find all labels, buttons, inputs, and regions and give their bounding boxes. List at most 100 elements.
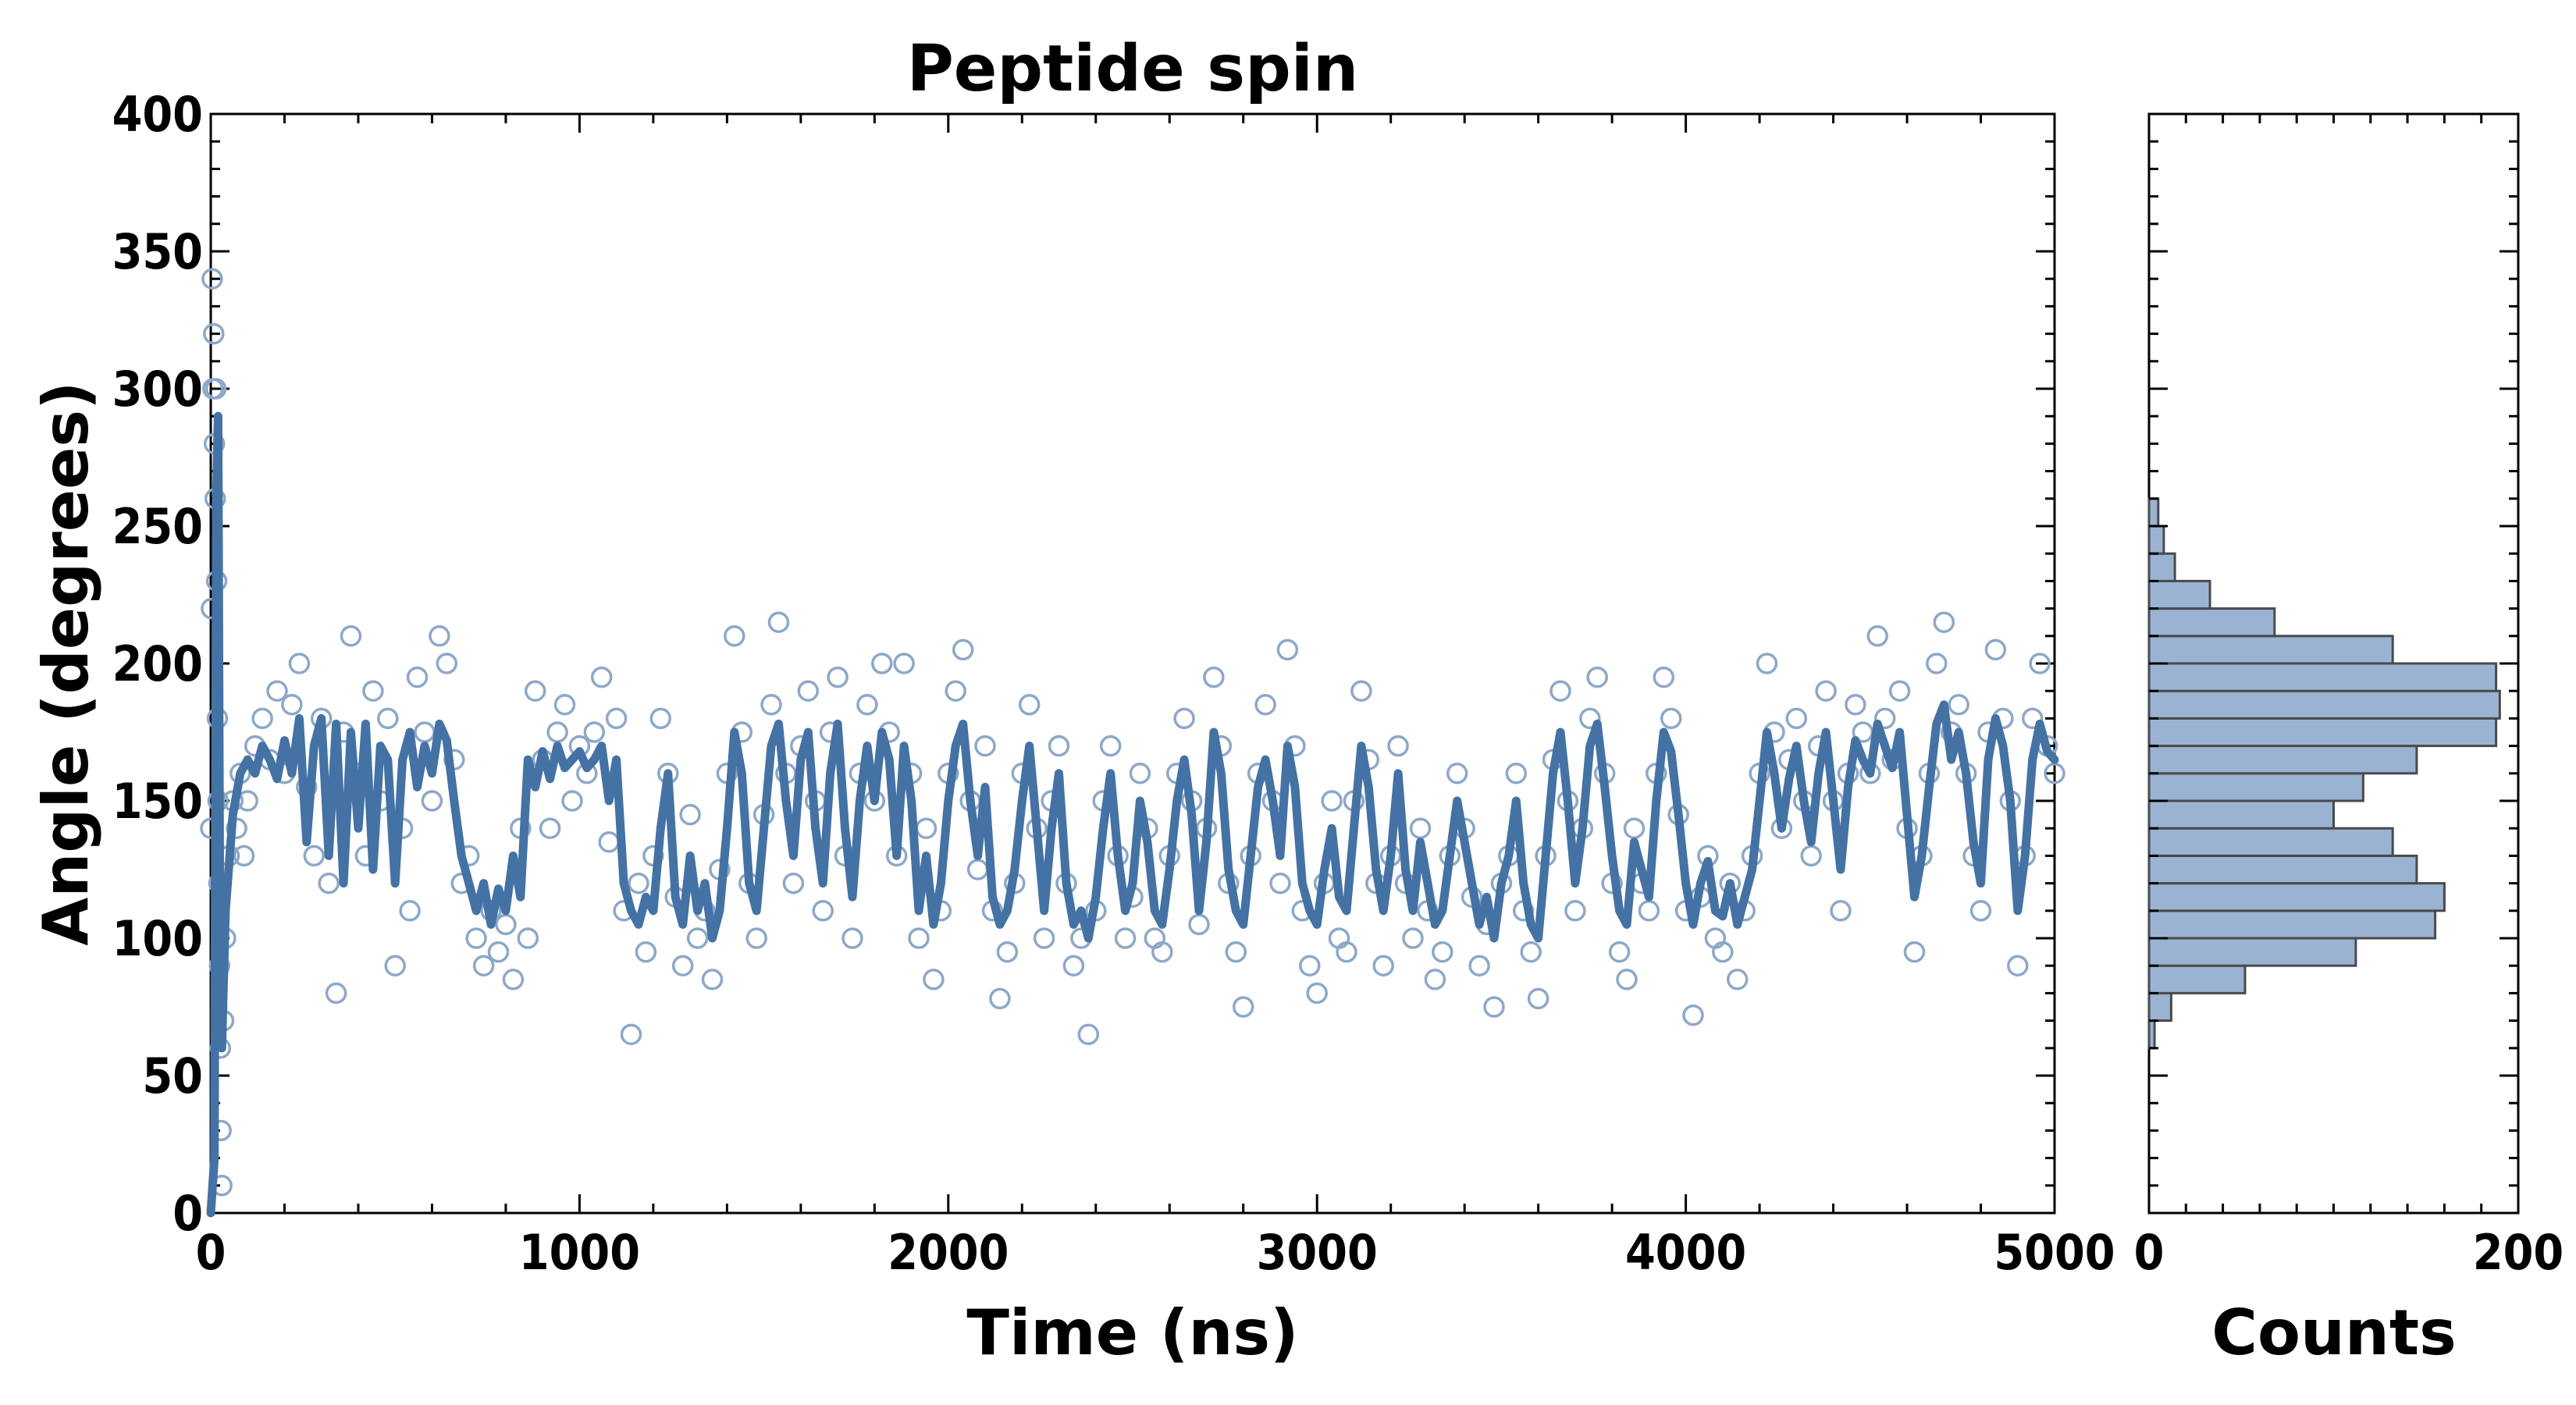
data-point: [841, 927, 863, 949]
data-point: [908, 927, 930, 949]
data-point: [406, 666, 429, 688]
y-tick-label: 0: [173, 1185, 203, 1242]
data-point: [1969, 900, 1992, 922]
data-point: [1387, 735, 1409, 757]
data-point: [1505, 763, 1528, 784]
data-point: [2007, 955, 2029, 976]
data-point: [429, 625, 450, 647]
histogram-ticks: [2147, 112, 2520, 1215]
data-point: [1638, 900, 1660, 922]
data-point: [1564, 900, 1586, 922]
data-point: [1948, 694, 1969, 716]
data-point: [1048, 735, 1070, 757]
data-point: [952, 638, 974, 661]
data-point: [495, 913, 517, 936]
data-point: [288, 653, 311, 674]
data-point: [1520, 941, 1542, 963]
data-point: [340, 625, 362, 647]
data-point: [1660, 707, 1682, 730]
chart-title: Peptide spin: [907, 32, 1359, 106]
data-point: [724, 625, 745, 647]
data-point: [524, 680, 546, 702]
data-point: [281, 694, 303, 716]
histogram-bar: [2147, 1019, 2156, 1050]
data-point: [1800, 845, 1822, 867]
histogram-bar: [2147, 827, 2394, 857]
histogram-bar: [2147, 525, 2165, 555]
data-point: [1225, 941, 1247, 963]
data-point: [1527, 987, 1550, 1010]
y-tick-label: 50: [142, 1048, 203, 1104]
data-point: [377, 707, 399, 730]
histogram-bar: [2147, 689, 2501, 720]
data-point: [590, 666, 613, 688]
x-tick-label: 0: [196, 1224, 226, 1281]
x-tick-label: 4000: [1625, 1224, 1746, 1281]
data-point: [502, 969, 525, 991]
y-axis-label: Angle (degrees): [30, 381, 102, 945]
data-point: [996, 941, 1019, 963]
data-point: [2029, 653, 2051, 674]
histogram-x-tick-label: 200: [2473, 1224, 2564, 1281]
histogram-bar: [2147, 579, 2211, 610]
data-point: [472, 955, 495, 976]
x-tick-label: 2000: [888, 1224, 1009, 1281]
y-tick-label: 200: [112, 635, 203, 692]
data-point: [233, 845, 255, 867]
y-tick-labels: 0 50 100 150 200 250 300 350 400: [112, 86, 203, 1242]
data-point: [205, 378, 227, 400]
data-point: [1299, 955, 1321, 976]
x-tick-label: 1000: [519, 1224, 640, 1281]
data-point: [1129, 763, 1151, 784]
data-point: [546, 721, 568, 743]
data-point: [1336, 941, 1357, 963]
data-point: [553, 694, 576, 716]
data-point: [539, 817, 561, 839]
data-point: [318, 872, 340, 895]
data-point: [561, 790, 583, 812]
data-point: [989, 987, 1011, 1010]
data-point: [1483, 996, 1505, 1018]
x-tick-label: 3000: [1257, 1224, 1378, 1281]
histogram-bar: [2147, 607, 2276, 638]
data-point: [1254, 694, 1276, 716]
histogram-bar: [2147, 745, 2418, 775]
data-point: [620, 1023, 642, 1045]
histogram-bar: [2147, 964, 2247, 994]
histogram-bar: [2147, 717, 2498, 748]
data-point: [1815, 680, 1837, 702]
data-point: [945, 680, 966, 702]
histogram-bar: [2147, 799, 2335, 830]
data-point: [1402, 927, 1424, 949]
data-point: [325, 982, 347, 1005]
data-point: [1350, 680, 1372, 702]
data-point: [1845, 694, 1866, 716]
data-point: [812, 900, 834, 922]
data-point: [303, 845, 326, 867]
data-point: [671, 955, 694, 976]
data-point: [1232, 996, 1254, 1018]
data-point: [767, 611, 790, 633]
data-point: [1586, 666, 1608, 688]
data-point: [583, 721, 606, 743]
data-point: [923, 969, 945, 991]
data-point: [1151, 941, 1173, 963]
x-axis-label: Time (ns): [966, 1297, 1298, 1369]
data-point: [1114, 927, 1137, 949]
data-point: [827, 666, 849, 688]
data-point: [2021, 707, 2044, 730]
x-tick-labels: 0 1000 2000 3000 4000 5000: [196, 1224, 2115, 1281]
data-point: [1276, 638, 1299, 661]
data-point: [384, 955, 406, 976]
data-point: [362, 680, 384, 702]
data-point: [1173, 707, 1195, 730]
histogram-bar: [2147, 937, 2357, 967]
data-point: [1926, 653, 1948, 674]
data-point: [487, 941, 510, 963]
data-point: [686, 927, 709, 949]
histogram-bar: [2147, 662, 2498, 692]
data-point: [1203, 666, 1225, 688]
histogram-bar: [2147, 772, 2364, 802]
data-point: [1903, 941, 1926, 963]
